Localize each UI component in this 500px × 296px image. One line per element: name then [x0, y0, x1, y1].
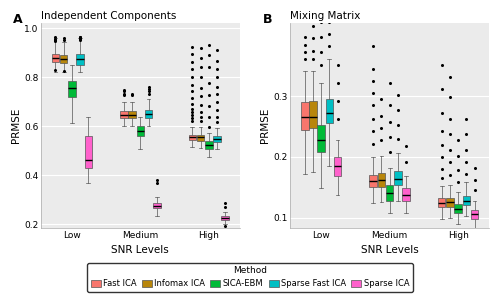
PathPatch shape: [318, 125, 325, 152]
PathPatch shape: [76, 54, 84, 65]
Text: A: A: [13, 13, 23, 26]
PathPatch shape: [52, 54, 59, 62]
PathPatch shape: [136, 126, 144, 136]
PathPatch shape: [68, 81, 76, 97]
Y-axis label: PRMSE: PRMSE: [11, 108, 21, 143]
PathPatch shape: [309, 101, 316, 128]
PathPatch shape: [454, 204, 462, 213]
X-axis label: SNR Levels: SNR Levels: [112, 245, 169, 255]
PathPatch shape: [446, 198, 454, 207]
PathPatch shape: [153, 203, 160, 208]
PathPatch shape: [334, 157, 342, 176]
PathPatch shape: [205, 141, 212, 149]
PathPatch shape: [394, 171, 402, 185]
PathPatch shape: [470, 210, 478, 219]
PathPatch shape: [378, 173, 385, 187]
X-axis label: SNR Levels: SNR Levels: [360, 245, 418, 255]
Text: Mixing Matrix: Mixing Matrix: [290, 11, 360, 21]
PathPatch shape: [128, 111, 136, 118]
PathPatch shape: [326, 99, 333, 123]
PathPatch shape: [188, 135, 196, 140]
Y-axis label: PRMSE: PRMSE: [260, 108, 270, 143]
Text: Independent Components: Independent Components: [41, 11, 176, 21]
PathPatch shape: [386, 185, 394, 201]
PathPatch shape: [301, 102, 308, 130]
PathPatch shape: [144, 110, 152, 118]
PathPatch shape: [222, 216, 229, 220]
PathPatch shape: [84, 136, 92, 168]
PathPatch shape: [462, 196, 470, 205]
PathPatch shape: [438, 198, 446, 207]
PathPatch shape: [60, 55, 68, 63]
PathPatch shape: [213, 136, 221, 142]
PathPatch shape: [120, 111, 128, 118]
Legend: Fast ICA, Infomax ICA, SICA-EBM, Sparse Fast ICA, Sparse ICA: Fast ICA, Infomax ICA, SICA-EBM, Sparse …: [88, 263, 412, 292]
PathPatch shape: [402, 189, 410, 201]
PathPatch shape: [197, 135, 204, 141]
PathPatch shape: [370, 175, 377, 187]
Text: B: B: [262, 13, 272, 26]
